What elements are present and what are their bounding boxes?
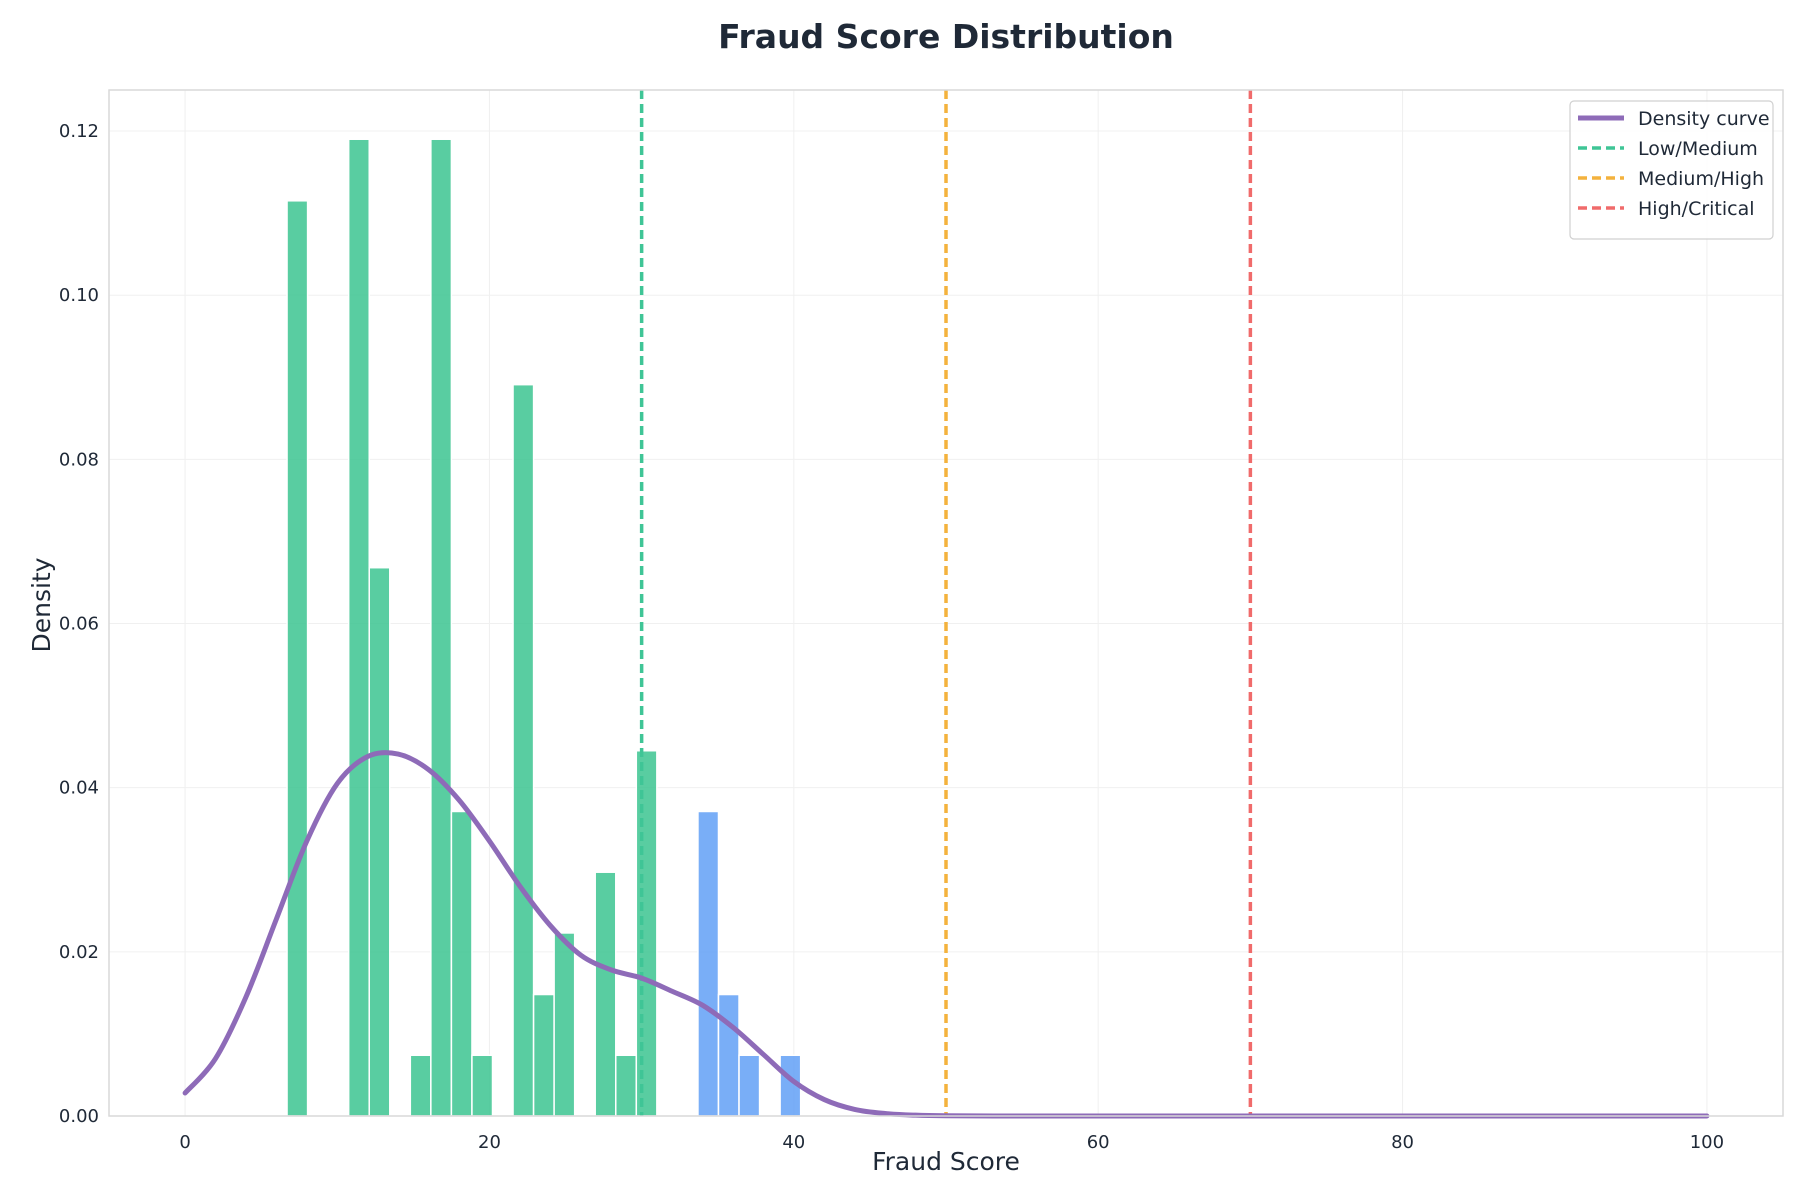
histogram-bar	[717, 993, 740, 1117]
y-tick-label: 0.04	[59, 778, 99, 799]
x-tick-label: 60	[1087, 1132, 1110, 1153]
plot-frame	[108, 89, 1784, 1117]
histogram-bar	[347, 138, 370, 1117]
x-tick-label: 100	[1690, 1132, 1724, 1153]
legend: Density curve Low/Medium Medium/High High/C…	[1569, 100, 1774, 240]
y-axis-label: Density	[27, 557, 56, 652]
legend-box	[1569, 100, 1774, 240]
histogram-bar	[635, 749, 658, 1117]
x-axis-label: Fraud Score	[872, 1147, 1020, 1176]
y-tick-label: 0.08	[59, 449, 99, 470]
histogram-bar	[450, 810, 473, 1117]
histogram-bar	[430, 138, 453, 1117]
threshold-lines	[639, 90, 1253, 1116]
y-tick-label: 0.06	[59, 614, 99, 635]
histogram-bar	[594, 871, 617, 1117]
histogram-bar	[409, 1054, 432, 1117]
histogram-bar	[532, 993, 555, 1117]
x-tick-label: 40	[782, 1132, 805, 1153]
x-tick-labels: 0 20 40 60 80 100	[179, 1132, 1724, 1153]
histogram-bars	[286, 138, 802, 1117]
y-tick-label: 0.10	[59, 285, 99, 306]
x-tick-label: 80	[1391, 1132, 1414, 1153]
y-tick-label: 0.02	[59, 942, 99, 963]
legend-label: High/Critical	[1638, 198, 1755, 220]
histogram-bar	[697, 810, 720, 1117]
chart-title: Fraud Score Distribution	[718, 17, 1174, 56]
histogram-bar	[738, 1054, 761, 1117]
histogram-bar	[286, 200, 309, 1117]
x-tick-label: 20	[478, 1132, 501, 1153]
legend-label: Medium/High	[1638, 168, 1764, 190]
histogram-bar	[615, 1054, 638, 1117]
legend-label: Low/Medium	[1638, 138, 1758, 160]
histogram-bar	[368, 566, 391, 1117]
x-tick-label: 0	[179, 1132, 190, 1153]
y-tick-label: 0.00	[59, 1106, 99, 1127]
histogram-bar	[471, 1054, 494, 1117]
y-tick-labels: 0.00 0.02 0.04 0.06 0.08 0.10 0.12	[59, 121, 99, 1127]
histogram-bar	[512, 383, 535, 1117]
legend-label: Density curve	[1638, 108, 1770, 130]
y-tick-label: 0.12	[59, 121, 99, 142]
histogram-bar	[553, 932, 576, 1117]
